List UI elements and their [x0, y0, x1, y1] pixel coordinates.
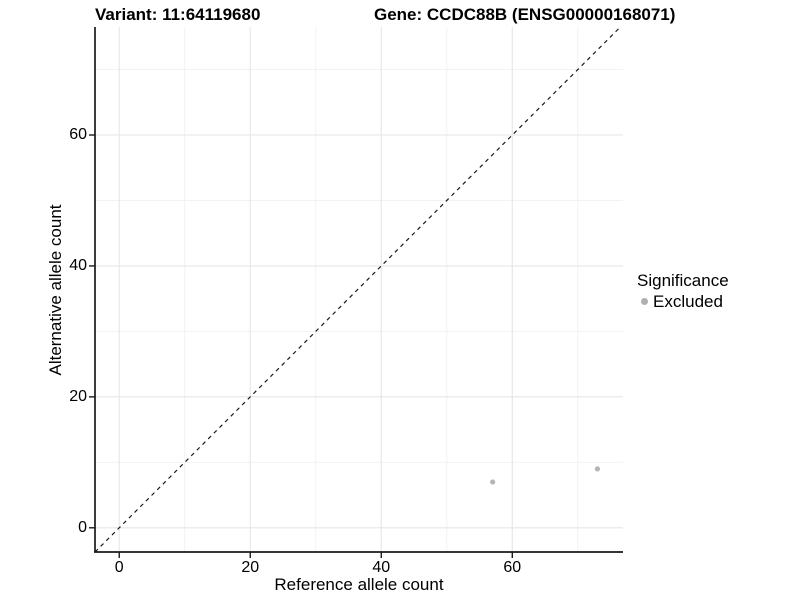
y-tick-label: 60	[69, 126, 87, 143]
legend-item-label: Excluded	[653, 292, 723, 311]
legend: Significance Excluded	[637, 271, 729, 311]
y-tick-label: 0	[78, 518, 87, 536]
legend-point-icon	[641, 298, 648, 305]
y-axis-title: Alternative allele count	[46, 204, 65, 376]
x-tick-label: 60	[503, 559, 522, 576]
x-tick-label: 0	[114, 559, 124, 576]
data-point	[490, 479, 496, 485]
legend-item-excluded: Excluded	[641, 292, 729, 311]
legend-title: Significance	[637, 271, 729, 290]
plot-title-gene: Gene: CCDC88B (ENSG00000168071)	[374, 5, 676, 24]
x-tick-label: 20	[241, 559, 260, 576]
y-tick-label: 40	[69, 256, 87, 274]
x-axis-title: Reference allele count	[274, 575, 444, 594]
x-tick-label: 40	[372, 559, 391, 576]
data-point	[594, 466, 601, 472]
plot-title-variant: Variant: 11:64119680	[95, 5, 261, 24]
y-tick-label: 20	[69, 387, 87, 405]
